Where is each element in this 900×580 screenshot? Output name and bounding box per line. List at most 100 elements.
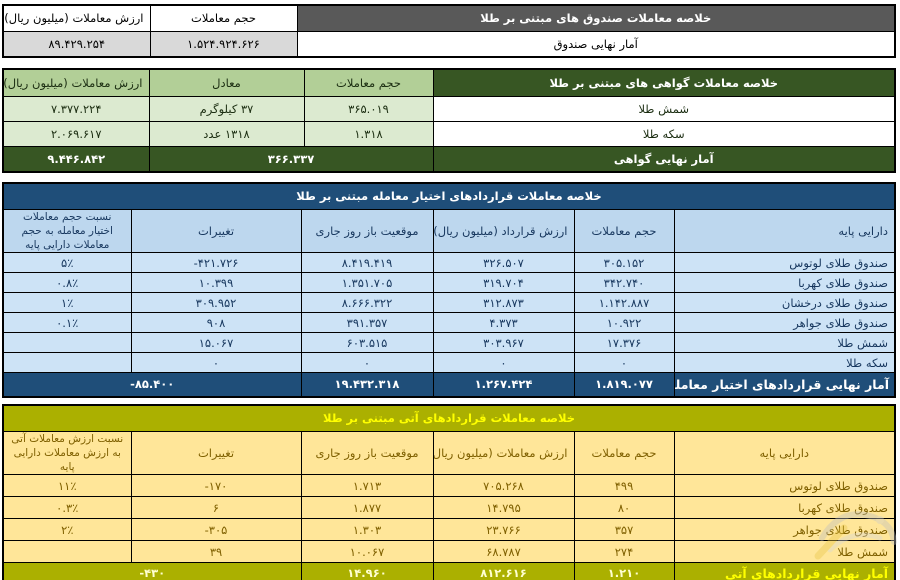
futures-col-ratio: نسبت ارزش معاملات آتی به ارزش معاملات دا… bbox=[2, 430, 132, 476]
options-footer-label: آمار نهایی قراردادهای اختیار معامله bbox=[673, 372, 896, 398]
value-cell: ۷.۳۷۷.۲۲۴ bbox=[2, 95, 150, 122]
asset-label: سکه طلا bbox=[673, 352, 896, 374]
table-row: دارایی پایه حجم معاملات ارزش قرارداد (می… bbox=[2, 208, 896, 254]
value-cell: ۶۸.۷۸۷ bbox=[432, 540, 575, 564]
value-cell: ۲.۰۶۹.۶۱۷ bbox=[2, 120, 150, 147]
asset-label: صندوق طلای کهربا bbox=[673, 496, 896, 520]
open-positions-cell: ۸.۴۱۹.۴۱۹ bbox=[300, 252, 434, 274]
table-row: دارایی پایه حجم معاملات ارزش معاملات (می… bbox=[2, 430, 896, 476]
asset-label: شمش طلا bbox=[432, 95, 896, 122]
ratio-cell: ۰.۸٪ bbox=[2, 272, 132, 294]
open-positions-cell: ۱.۳۵۱.۷۰۵ bbox=[300, 272, 434, 294]
volume-cell: ۱.۳۱۸ bbox=[303, 120, 434, 147]
table-row: آمار نهایی صندوق ۱.۵۲۴.۹۲۴.۶۲۶ ۸۹.۴۲۹.۲۵… bbox=[2, 30, 896, 58]
table-row: صندوق طلای کهربا ۸۰ ۱۴.۷۹۵ ۱.۸۷۷ ۶ ۰.۳٪ bbox=[2, 496, 896, 520]
asset-label: صندوق طلای جواهر bbox=[673, 518, 896, 542]
table-row: صندوق طلای جواهر ۱۰.۹۲۲ ۴.۳۷۳ ۳۹۱.۳۵۷ ۹۰… bbox=[2, 312, 896, 334]
changes-cell: ۶ bbox=[130, 496, 302, 520]
options-col-volume: حجم معاملات bbox=[573, 208, 675, 254]
value-cell: ۴.۳۷۳ bbox=[432, 312, 575, 334]
open-positions-cell: ۳۹۱.۳۵۷ bbox=[300, 312, 434, 334]
table-row: شمش طلا ۳۶۵.۰۱۹ ۳۷ کیلوگرم ۷.۳۷۷.۲۲۴ bbox=[2, 95, 896, 122]
funds-table-title: خلاصه معاملات صندوق های مبتنی بر طلا bbox=[296, 4, 896, 32]
table-row: خلاصه معاملات قراردادهای آتی مبتنی بر طل… bbox=[2, 404, 896, 432]
options-col-value: ارزش قرارداد (میلیون ریال) bbox=[432, 208, 575, 254]
value-cell: ۳۱۹.۷۰۴ bbox=[432, 272, 575, 294]
funds-summary-table: خلاصه معاملات صندوق های مبتنی بر طلا حجم… bbox=[2, 4, 896, 58]
funds-value-cell: ۸۹.۴۲۹.۲۵۴ bbox=[2, 30, 151, 58]
certificates-footer-volume: ۳۶۶.۳۳۷ bbox=[148, 145, 434, 173]
changes-cell: -۱۷۰ bbox=[130, 474, 302, 498]
futures-table-title: خلاصه معاملات قراردادهای آتی مبتنی بر طل… bbox=[2, 404, 896, 432]
equiv-cell: ۳۷ کیلوگرم bbox=[148, 95, 305, 122]
options-footer-value: ۱.۲۶۷.۴۲۴ bbox=[432, 372, 575, 398]
funds-col-value: ارزش معاملات (میلیون ریال) bbox=[2, 4, 151, 32]
options-table-title: خلاصه معاملات قراردادهای اختیار معامله م… bbox=[2, 182, 896, 210]
changes-cell: ۳۹ bbox=[130, 540, 302, 564]
value-cell: ۷۰۵.۲۶۸ bbox=[432, 474, 575, 498]
futures-footer-volume: ۱.۲۱۰ bbox=[573, 562, 675, 580]
table-row: صندوق طلای لوتوس ۳۰۵.۱۵۲ ۳۲۶.۵۰۷ ۸.۴۱۹.۴… bbox=[2, 252, 896, 274]
value-cell: ۲۳.۷۶۶ bbox=[432, 518, 575, 542]
options-footer-open: ۱۹.۴۳۲.۳۱۸ bbox=[300, 372, 434, 398]
table-row: شمش طلا ۲۷۴ ۶۸.۷۸۷ ۱۰.۰۶۷ ۳۹ bbox=[2, 540, 896, 564]
options-footer-volume: ۱.۸۱۹.۰۷۷ bbox=[573, 372, 675, 398]
futures-col-value: ارزش معاملات (میلیون ریال) bbox=[432, 430, 575, 476]
volume-cell: ۸۰ bbox=[573, 496, 675, 520]
certificates-summary-table: خلاصه معاملات گواهی های مبتنی بر طلا حجم… bbox=[2, 68, 896, 173]
options-col-open: موقعیت باز روز جاری bbox=[300, 208, 434, 254]
futures-footer-changes: -۴۳۰ bbox=[2, 562, 302, 580]
funds-col-volume: حجم معاملات bbox=[149, 4, 298, 32]
changes-cell: -۴۲۱.۷۲۶ bbox=[130, 252, 302, 274]
certificates-col-volume: حجم معاملات bbox=[303, 68, 434, 97]
ratio-cell: ۰.۱٪ bbox=[2, 312, 132, 334]
open-positions-cell: ۱.۳۰۳ bbox=[300, 518, 434, 542]
open-positions-cell: ۱.۸۷۷ bbox=[300, 496, 434, 520]
certificates-table-title: خلاصه معاملات گواهی های مبتنی بر طلا bbox=[432, 68, 896, 97]
volume-cell: ۱۷.۳۷۶ bbox=[573, 332, 675, 354]
futures-col-changes: تغییرات bbox=[130, 430, 302, 476]
table-row: صندوق طلای جواهر ۳۵۷ ۲۳.۷۶۶ ۱.۳۰۳ -۳۰۵ ۲… bbox=[2, 518, 896, 542]
table-row: خلاصه معاملات صندوق های مبتنی بر طلا حجم… bbox=[2, 4, 896, 32]
open-positions-cell: ۶۰۳.۵۱۵ bbox=[300, 332, 434, 354]
ratio-cell bbox=[2, 540, 132, 564]
changes-cell: ۱۵.۰۶۷ bbox=[130, 332, 302, 354]
asset-label: سکه طلا bbox=[432, 120, 896, 147]
value-cell: ۰ bbox=[432, 352, 575, 374]
changes-cell: ۳۰۹.۹۵۲ bbox=[130, 292, 302, 314]
volume-cell: ۳۵۷ bbox=[573, 518, 675, 542]
open-positions-cell: ۱.۷۱۳ bbox=[300, 474, 434, 498]
ratio-cell bbox=[2, 352, 132, 374]
options-col-ratio: نسبت حجم معاملات اختیار معامله به حجم مع… bbox=[2, 208, 132, 254]
volume-cell: ۳۴۲.۷۴۰ bbox=[573, 272, 675, 294]
value-cell: ۳۲۶.۵۰۷ bbox=[432, 252, 575, 274]
options-col-changes: تغییرات bbox=[130, 208, 302, 254]
futures-footer-label: آمار نهایی قراردادهای آتی bbox=[673, 562, 896, 580]
table-row: خلاصه معاملات گواهی های مبتنی بر طلا حجم… bbox=[2, 68, 896, 97]
ratio-cell: ۵٪ bbox=[2, 252, 132, 274]
value-cell: ۱۴.۷۹۵ bbox=[432, 496, 575, 520]
volume-cell: ۱۰.۹۲۲ bbox=[573, 312, 675, 334]
open-positions-cell: ۸.۶۶۶.۳۲۲ bbox=[300, 292, 434, 314]
volume-cell: ۳۶۵.۰۱۹ bbox=[303, 95, 434, 122]
equiv-cell: ۱۳۱۸ عدد bbox=[148, 120, 305, 147]
table-row: صندوق طلای کهربا ۳۴۲.۷۴۰ ۳۱۹.۷۰۴ ۱.۳۵۱.۷… bbox=[2, 272, 896, 294]
options-col-asset: دارایی پایه bbox=[673, 208, 896, 254]
changes-cell: ۹۰۸ bbox=[130, 312, 302, 334]
open-positions-cell: ۰ bbox=[300, 352, 434, 374]
ratio-cell: ۱٪ bbox=[2, 292, 132, 314]
changes-cell: ۱۰.۳۹۹ bbox=[130, 272, 302, 294]
asset-label: صندوق طلای کهربا bbox=[673, 272, 896, 294]
futures-footer-open: ۱۴.۹۶۰ bbox=[300, 562, 434, 580]
changes-cell: ۰ bbox=[130, 352, 302, 374]
value-cell: ۳۱۲.۸۷۳ bbox=[432, 292, 575, 314]
table-row: شمش طلا ۱۷.۳۷۶ ۳۰۳.۹۶۷ ۶۰۳.۵۱۵ ۱۵.۰۶۷ bbox=[2, 332, 896, 354]
certificates-col-equiv: معادل bbox=[148, 68, 305, 97]
table-row: خلاصه معاملات قراردادهای اختیار معامله م… bbox=[2, 182, 896, 210]
asset-label: صندوق طلای لوتوس bbox=[673, 474, 896, 498]
table-row: آمار نهایی قراردادهای آتی ۱.۲۱۰ ۸۱۲.۶۱۶ … bbox=[2, 562, 896, 580]
futures-footer-value: ۸۱۲.۶۱۶ bbox=[432, 562, 575, 580]
futures-col-asset: دارایی پایه bbox=[673, 430, 896, 476]
futures-col-volume: حجم معاملات bbox=[573, 430, 675, 476]
